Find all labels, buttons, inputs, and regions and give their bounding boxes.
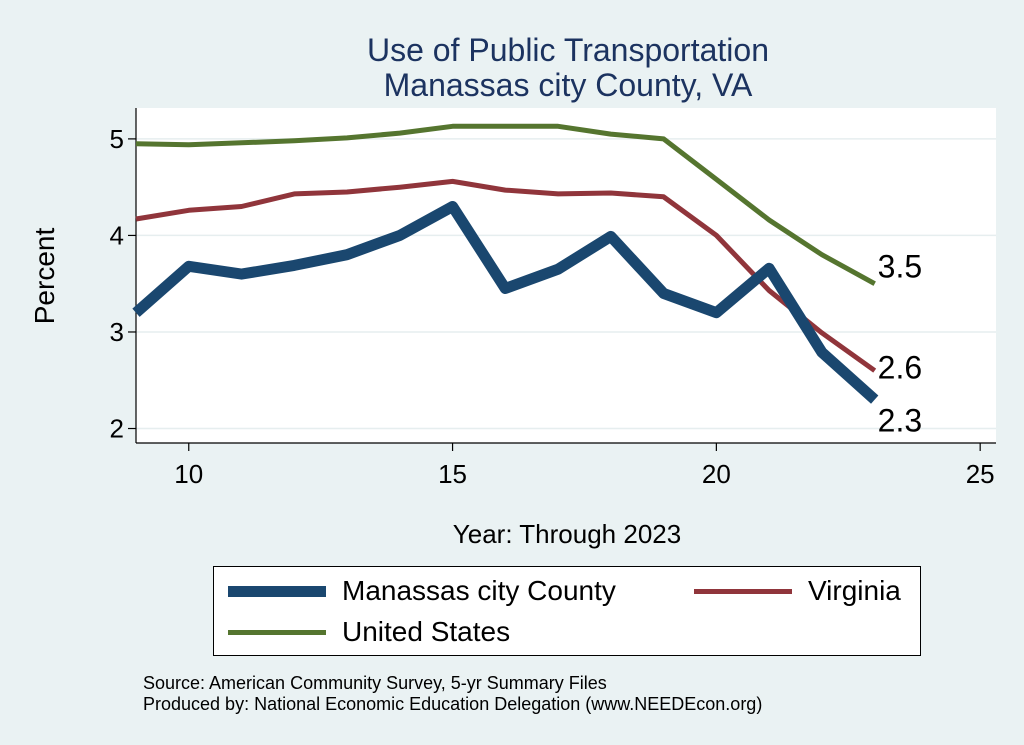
x-tick-label: 20 [702,459,731,489]
series [132,123,879,404]
legend-label-virginia: Virginia [808,575,901,606]
series-line-manassas-city-county [132,201,879,404]
x-tick-label: 10 [174,459,203,489]
legend-item-virginia: Virginia [694,577,901,605]
y-tick-label: 2 [110,414,124,444]
end-label-united-states: 3.5 [878,249,922,285]
end-label-manassas-city-county: 2.3 [878,403,922,439]
legend-label-united-states: United States [342,616,511,647]
legend-item-united-states: United States [228,618,510,646]
chart-title: Use of Public Transportation [367,32,769,68]
produced-note: Produced by: National Economic Education… [143,694,763,714]
y-tick-label: 3 [110,317,124,347]
footnotes: Source: American Community Survey, 5-yr … [143,673,762,715]
series-line-united-states [135,123,876,286]
y-tick-label: 4 [110,220,124,250]
legend-swatch-united-states [228,629,326,635]
legend-swatch-manassas [228,585,326,597]
series-line-virginia [135,178,877,373]
x-tick-label: 15 [438,459,467,489]
line-chart: Use of Public Transportation Manassas ci… [29,32,996,549]
x-tick-label: 25 [966,459,995,489]
chart-legend: Manassas city County Virginia United Sta… [213,566,921,656]
legend-swatch-virginia [694,588,792,594]
legend-label-manassas: Manassas city County [342,575,616,606]
axis-ticks: 2 3 4 5 10 15 20 25 [110,124,995,489]
y-tick-label: 5 [110,124,124,154]
end-labels: 2.3 2.6 3.5 [878,249,922,439]
chart-subtitle: Manassas city County, VA [384,67,753,103]
legend-item-manassas: Manassas city County [228,577,616,605]
end-label-virginia: 2.6 [878,350,922,386]
y-axis-title: Percent [29,228,60,325]
x-axis-title: Year: Through 2023 [453,519,681,549]
source-note: Source: American Community Survey, 5-yr … [143,673,607,693]
